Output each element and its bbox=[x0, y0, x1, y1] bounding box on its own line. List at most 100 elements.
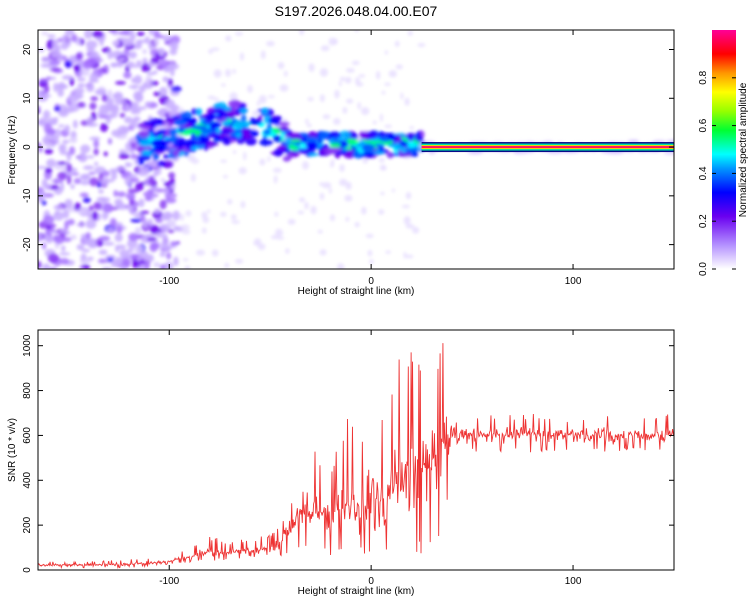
speckle bbox=[351, 60, 360, 65]
speckle bbox=[156, 47, 165, 55]
speckle bbox=[130, 154, 139, 160]
speckle bbox=[69, 136, 78, 144]
speckle bbox=[119, 112, 126, 118]
speckle bbox=[258, 94, 267, 104]
speckle bbox=[185, 210, 192, 217]
snr-ytick-label: 600 bbox=[22, 427, 33, 444]
signal-patch bbox=[136, 155, 151, 161]
speckle bbox=[70, 234, 77, 240]
speckle bbox=[64, 60, 72, 68]
speckle bbox=[317, 229, 323, 234]
speckle bbox=[91, 211, 98, 221]
speckle bbox=[68, 57, 79, 64]
speckle bbox=[123, 71, 132, 79]
speckle bbox=[41, 200, 47, 206]
speckle bbox=[299, 30, 305, 36]
speckle bbox=[90, 51, 100, 59]
speckle bbox=[50, 49, 60, 59]
speckle bbox=[133, 75, 143, 85]
speckle bbox=[101, 94, 108, 102]
signal-patch bbox=[178, 126, 187, 131]
speckle bbox=[85, 40, 98, 49]
speckle bbox=[57, 82, 66, 90]
speckle bbox=[38, 260, 42, 269]
speckle bbox=[169, 48, 178, 56]
speckle bbox=[319, 68, 329, 77]
snr-xtick-label: 0 bbox=[368, 576, 374, 587]
signal-patch bbox=[384, 132, 390, 137]
signal-patch bbox=[179, 111, 193, 120]
speckle bbox=[274, 211, 279, 217]
spectrogram-ytick-label: -20 bbox=[22, 237, 33, 252]
speckle bbox=[57, 88, 64, 97]
signal-patch bbox=[329, 142, 342, 147]
speckle bbox=[138, 264, 146, 269]
speckle bbox=[307, 97, 314, 102]
spectrogram-ytick-label: -10 bbox=[22, 188, 33, 203]
speckle bbox=[98, 235, 111, 242]
signal-patch bbox=[241, 128, 250, 134]
signal-patch bbox=[261, 107, 269, 115]
signal-patch bbox=[187, 128, 193, 135]
speckle bbox=[153, 173, 158, 177]
speckle bbox=[239, 52, 245, 61]
speckle bbox=[137, 169, 149, 177]
speckle bbox=[240, 201, 246, 209]
speckle bbox=[89, 102, 97, 110]
speckle bbox=[47, 34, 56, 38]
speckle bbox=[362, 158, 369, 164]
speckle bbox=[139, 39, 147, 43]
speckle bbox=[103, 105, 111, 110]
speckle bbox=[91, 30, 104, 38]
speckle bbox=[62, 209, 70, 219]
signal-patch bbox=[387, 135, 398, 141]
speckle bbox=[369, 259, 374, 265]
speckle bbox=[159, 107, 168, 115]
speckle bbox=[404, 97, 410, 106]
speckle bbox=[173, 256, 179, 266]
speckle bbox=[85, 232, 91, 240]
signal-patch bbox=[173, 119, 188, 126]
spectrogram-ytick-label: 0 bbox=[22, 144, 33, 150]
speckle bbox=[124, 162, 133, 167]
speckle bbox=[98, 249, 108, 255]
speckle bbox=[117, 58, 123, 68]
speckle bbox=[129, 177, 140, 183]
speckle bbox=[106, 254, 116, 259]
speckle bbox=[82, 197, 91, 203]
signal-patch bbox=[365, 152, 375, 158]
speckle bbox=[277, 61, 285, 70]
snr-frame bbox=[37, 329, 675, 571]
speckle bbox=[149, 242, 158, 253]
signal-patch bbox=[199, 135, 210, 144]
carrier-core bbox=[421, 146, 674, 149]
signal-patch bbox=[351, 146, 356, 151]
speckle bbox=[344, 195, 353, 202]
speckle bbox=[384, 124, 393, 129]
speckle bbox=[61, 74, 74, 81]
speckle bbox=[231, 220, 241, 224]
speckle bbox=[53, 82, 59, 92]
speckle bbox=[134, 158, 139, 165]
speckle bbox=[256, 100, 261, 107]
speckle bbox=[166, 252, 172, 260]
speckle bbox=[76, 244, 85, 251]
colorbar-tick-label: 0.8 bbox=[698, 70, 709, 84]
speckle bbox=[222, 174, 229, 179]
signal-patch bbox=[328, 131, 341, 139]
speckle bbox=[253, 242, 260, 246]
signal-patch bbox=[249, 118, 262, 126]
speckle bbox=[88, 171, 96, 175]
speckle bbox=[75, 209, 88, 214]
speckle bbox=[53, 204, 65, 211]
signal-patch bbox=[205, 142, 219, 146]
signal-patch bbox=[379, 136, 391, 142]
speckle bbox=[170, 241, 177, 246]
speckle bbox=[59, 258, 70, 265]
speckle bbox=[42, 263, 51, 269]
speckle bbox=[69, 146, 76, 155]
speckle bbox=[124, 116, 133, 124]
speckle bbox=[122, 37, 135, 47]
speckle bbox=[148, 30, 155, 36]
signal-patch bbox=[212, 107, 225, 115]
